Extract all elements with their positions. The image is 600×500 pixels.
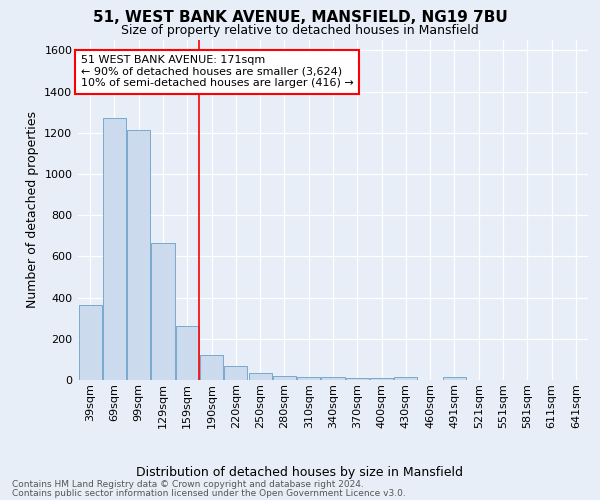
Bar xyxy=(224,366,247,380)
Bar xyxy=(370,378,393,380)
Bar xyxy=(79,305,101,380)
Bar xyxy=(443,377,466,380)
Bar xyxy=(297,377,320,380)
Text: Contains HM Land Registry data © Crown copyright and database right 2024.: Contains HM Land Registry data © Crown c… xyxy=(12,480,364,489)
Bar xyxy=(322,377,344,380)
Bar xyxy=(127,130,150,380)
Text: Distribution of detached houses by size in Mansfield: Distribution of detached houses by size … xyxy=(137,466,464,479)
Text: 51 WEST BANK AVENUE: 171sqm
← 90% of detached houses are smaller (3,624)
10% of : 51 WEST BANK AVENUE: 171sqm ← 90% of det… xyxy=(80,56,353,88)
Bar xyxy=(346,378,369,380)
Bar xyxy=(394,377,418,380)
Y-axis label: Number of detached properties: Number of detached properties xyxy=(26,112,39,308)
Text: 51, WEST BANK AVENUE, MANSFIELD, NG19 7BU: 51, WEST BANK AVENUE, MANSFIELD, NG19 7B… xyxy=(92,10,508,25)
Bar xyxy=(248,373,272,380)
Bar xyxy=(200,356,223,380)
Text: Contains public sector information licensed under the Open Government Licence v3: Contains public sector information licen… xyxy=(12,488,406,498)
Bar xyxy=(176,326,199,380)
Bar xyxy=(103,118,126,380)
Bar xyxy=(151,243,175,380)
Bar xyxy=(273,376,296,380)
Text: Size of property relative to detached houses in Mansfield: Size of property relative to detached ho… xyxy=(121,24,479,37)
